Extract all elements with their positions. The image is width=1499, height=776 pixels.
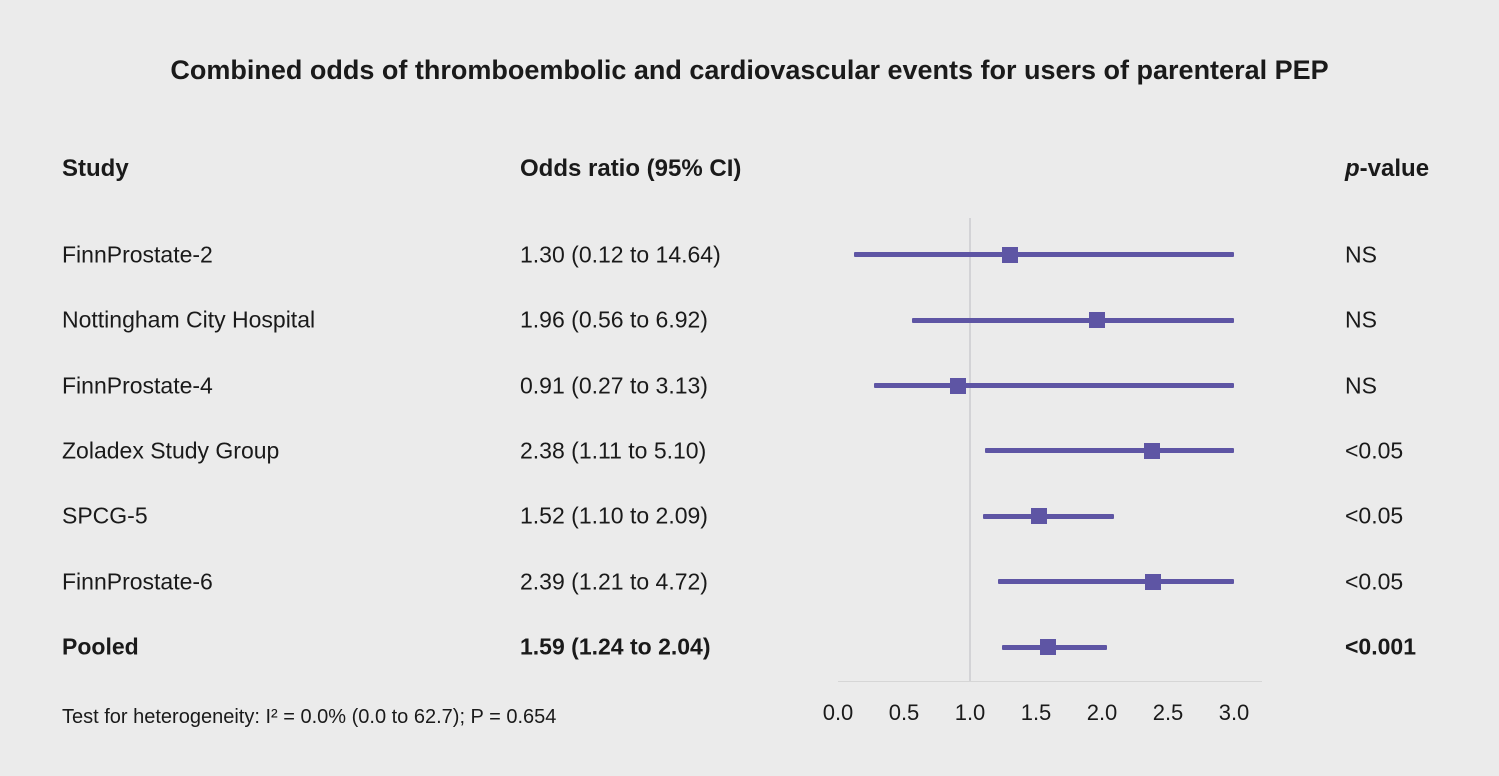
pvalue-text: NS xyxy=(1345,306,1377,333)
odds-ratio-text: 1.59 (1.24 to 2.04) xyxy=(520,633,711,660)
confidence-interval-line xyxy=(873,383,1234,389)
pvalue-text: <0.001 xyxy=(1345,633,1416,660)
x-axis-tick-label: 0.5 xyxy=(888,700,920,725)
study-label: FinnProstate-4 xyxy=(62,372,213,399)
confidence-interval-line xyxy=(997,579,1234,585)
forest-row: SPCG-5 1.52 (1.10 to 2.09) <0.05 xyxy=(0,484,1499,549)
odds-ratio-text: 2.38 (1.11 to 5.10) xyxy=(520,437,707,464)
pvalue-text: NS xyxy=(1345,241,1377,268)
pvalue-text: <0.05 xyxy=(1345,437,1404,464)
x-axis-tick-label: 1.5 xyxy=(1020,700,1052,725)
pvalue-p-italic: p xyxy=(1345,155,1360,182)
forest-row: Pooled 1.59 (1.24 to 2.04) <0.001 xyxy=(0,615,1499,680)
reference-line-1.0 xyxy=(969,218,971,682)
odds-ratio-text: 1.30 (0.12 to 14.64) xyxy=(520,241,721,268)
point-estimate-marker xyxy=(1144,442,1161,459)
study-label: FinnProstate-2 xyxy=(62,241,213,268)
confidence-interval-line xyxy=(853,252,1234,258)
point-estimate-marker xyxy=(1039,639,1056,656)
forest-row: Nottingham City Hospital 1.96 (0.56 to 6.… xyxy=(0,287,1499,352)
point-estimate-marker xyxy=(1088,312,1105,329)
odds-ratio-text: 2.39 (1.21 to 4.72) xyxy=(520,568,708,595)
forest-rows: FinnProstate-2 1.30 (0.12 to 14.64) NS Nott… xyxy=(0,222,1499,680)
heterogeneity-note: Test for heterogeneity: I² = 0.0% (0.0 t… xyxy=(62,706,557,728)
point-estimate-marker xyxy=(1030,508,1047,525)
chart-title: Combined odds of thromboembolic and card… xyxy=(170,55,1329,85)
forest-row: FinnProstate-6 2.39 (1.21 to 4.72) <0.05 xyxy=(0,549,1499,614)
study-label: Zoladex Study Group xyxy=(62,437,280,464)
forest-row: FinnProstate-2 1.30 (0.12 to 14.64) NS xyxy=(0,222,1499,287)
column-header-pvalue: p-value xyxy=(1345,155,1429,183)
point-estimate-marker xyxy=(950,377,967,394)
study-label: Nottingham City Hospital xyxy=(62,306,316,333)
odds-ratio-text: 0.91 (0.27 to 3.13) xyxy=(520,372,708,399)
x-axis-tick-label: 0.0 xyxy=(822,700,854,725)
odds-ratio-text: 1.96 (0.56 to 6.92) xyxy=(520,306,708,333)
forest-row: FinnProstate-4 0.91 (0.27 to 3.13) NS xyxy=(0,353,1499,418)
study-label: Pooled xyxy=(62,633,139,660)
study-label: FinnProstate-6 xyxy=(62,568,213,595)
x-axis-tick-label: 1.0 xyxy=(954,700,986,725)
forest-row: Zoladex Study Group 2.38 (1.11 to 5.10) <0… xyxy=(0,418,1499,483)
pvalue-rest: -value xyxy=(1359,155,1430,182)
confidence-interval-line xyxy=(984,448,1234,454)
pvalue-text: <0.05 xyxy=(1345,568,1404,595)
confidence-interval-line xyxy=(911,317,1234,323)
x-axis-tick-label: 2.5 xyxy=(1152,700,1184,725)
point-estimate-marker xyxy=(1145,573,1162,590)
x-axis-tick-label: 2.0 xyxy=(1086,700,1118,725)
study-label: SPCG-5 xyxy=(62,502,148,529)
x-axis-line xyxy=(838,681,1262,682)
x-axis-ticks: 0.0 0.5 1.0 1.5 2.0 2.5 3.0 xyxy=(0,700,1499,730)
pvalue-text: NS xyxy=(1345,372,1377,399)
confidence-interval-line xyxy=(983,513,1114,519)
column-header-study: Study xyxy=(62,155,129,182)
column-header-odds-ratio: Odds ratio (95% CI) xyxy=(520,155,742,182)
point-estimate-marker xyxy=(1001,246,1018,263)
pvalue-text: <0.05 xyxy=(1345,502,1404,529)
x-axis-tick-label: 3.0 xyxy=(1218,700,1250,725)
odds-ratio-text: 1.52 (1.10 to 2.09) xyxy=(520,502,708,529)
